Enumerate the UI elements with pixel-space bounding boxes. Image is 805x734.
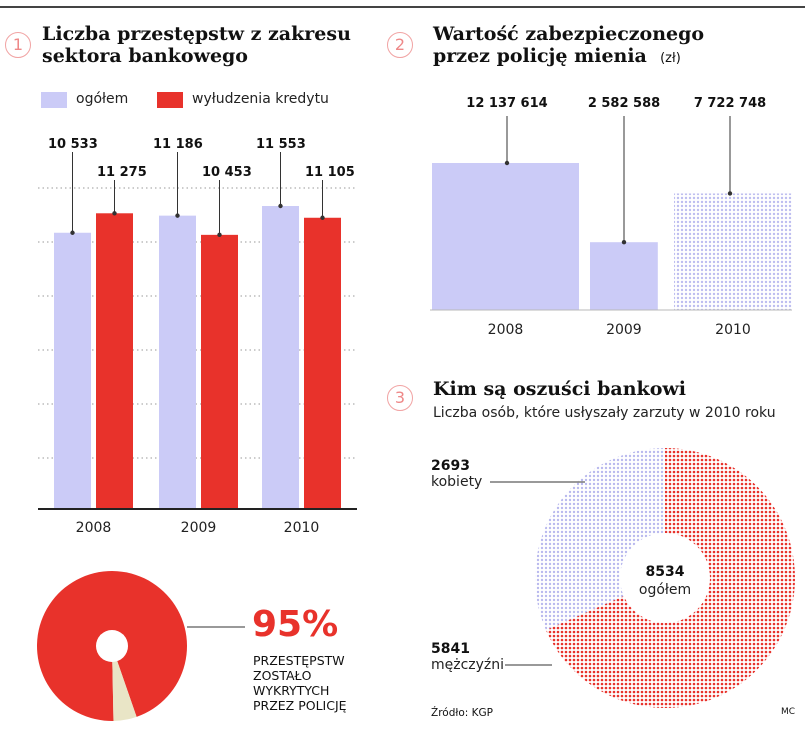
pie-label-kobiety-value: 2693 xyxy=(431,458,470,474)
detection-caption-line3: WYKRYTYCH xyxy=(253,683,330,698)
chart2-bar-2010 xyxy=(674,193,792,310)
chart4-slice-undetected xyxy=(112,646,137,721)
chart1-value-label: 11 186 xyxy=(153,137,203,152)
chart1-bar-2009-ogolem xyxy=(159,215,196,509)
chart2-bar-2009 xyxy=(590,242,658,310)
detection-caption: PRZESTĘPSTW ZOSTAŁO WYKRYTYCH PRZEZ POLI… xyxy=(253,653,347,713)
bar-chart-crimes: 10 533 11 275 2008 11 186 10 453 2009 11 553 11… xyxy=(38,137,357,536)
chart2-leader-dot xyxy=(621,239,627,245)
panel1-title-line2: sektora bankowego xyxy=(42,45,248,67)
chart2-value-label: 2 582 588 xyxy=(588,96,660,111)
pie-chart-offenders xyxy=(490,448,795,708)
pie-label-kobiety-name: kobiety xyxy=(431,474,483,490)
chart1-tick-label-2009: 2009 xyxy=(181,520,217,536)
chart1-value-label: 10 453 xyxy=(202,165,252,180)
chart1-leader-dot xyxy=(175,213,180,218)
chart2-leader-dot xyxy=(504,160,510,166)
detection-caption-line4: PRZEZ POLICJĘ xyxy=(253,698,347,713)
chart4-donut-hole xyxy=(96,630,128,662)
panel1-title-line1: Liczba przestępstw z zakresu xyxy=(42,23,351,45)
chart1-gridlines xyxy=(38,187,357,459)
top-rule xyxy=(0,6,805,8)
panel2-title-line1: Wartość zabezpieczonego xyxy=(433,23,705,45)
legend-label-wyludzenia: wyłudzenia kredytu xyxy=(192,91,329,107)
chart1-bar-2010-wyludzenia xyxy=(304,217,341,509)
chart2-value-label: 7 722 748 xyxy=(694,96,766,111)
panel2-number-badge: 2 xyxy=(387,32,413,58)
detection-caption-line1: PRZESTĘPSTW xyxy=(253,653,345,668)
chart1-tick-label-2008: 2008 xyxy=(76,520,112,536)
value-chart-property: 12 137 614 2008 2 582 588 2009 7 722 748 2010 xyxy=(430,96,792,338)
legend-label-ogolem: ogółem xyxy=(76,91,129,107)
chart1-leader-dot xyxy=(320,215,325,220)
chart1-value-label: 10 533 xyxy=(48,137,98,152)
chart1-leader-dot xyxy=(278,203,283,209)
pie-label-mezczyzni-value: 5841 xyxy=(431,641,470,657)
chart1-leader-dot xyxy=(70,230,75,235)
chart1-bar-2008-wyludzenia xyxy=(96,213,133,510)
detection-caption-line2: ZOSTAŁO xyxy=(253,668,312,683)
pie-total-value: 8534 xyxy=(645,564,685,580)
panel3-subtitle: Liczba osób, które usłyszały zarzuty w 2… xyxy=(433,405,776,421)
chart2-tick-label-2010: 2010 xyxy=(715,322,751,338)
pie-label-mezczyzni-name: mężczyźni xyxy=(431,657,505,673)
chart1-bar-2009-wyludzenia xyxy=(201,234,238,509)
pie-total-name: ogółem xyxy=(638,582,692,598)
chart2-bar-2008 xyxy=(432,163,579,310)
chart3-donut-hole xyxy=(620,533,710,623)
source-note: Źródło: KGP xyxy=(431,707,494,719)
credit-note: MC xyxy=(781,707,796,717)
panel2-title: Wartość zabezpieczonego przez policję mi… xyxy=(433,23,704,70)
chart1-leader-dot xyxy=(217,232,222,238)
chart1-leader-dot xyxy=(112,211,117,216)
chart2-leader-dot xyxy=(727,191,733,196)
chart1-value-label: 11 105 xyxy=(305,165,355,180)
chart1-bar-2008-ogolem xyxy=(54,232,91,509)
chart1-value-label: 11 275 xyxy=(97,165,147,180)
chart2-tick-label-2009: 2009 xyxy=(606,322,642,338)
legend-swatch-wyludzenia xyxy=(157,92,183,108)
panel3-title: Kim są oszuści bankowi xyxy=(433,378,686,400)
chart2-bars: 12 137 614 2008 2 582 588 2009 7 722 748 2010 xyxy=(432,96,792,338)
panel1-number-badge: 1 xyxy=(5,32,31,58)
panel2-title-line2: przez policję mienia xyxy=(433,45,647,67)
chart1-bars: 10 533 11 275 2008 11 186 10 453 2009 11 553 11… xyxy=(48,137,355,536)
chart2-tick-label-2008: 2008 xyxy=(488,322,524,338)
pie-chart-detection xyxy=(37,571,245,721)
panel1-title: Liczba przestępstw z zakresu sektora ban… xyxy=(42,23,351,67)
panel2-unit: (zł) xyxy=(660,51,681,66)
legend-swatch-ogolem xyxy=(41,92,67,108)
chart1-bar-2010-ogolem xyxy=(262,206,299,509)
panel3-number-badge: 3 xyxy=(387,385,413,411)
chart1-value-label: 11 553 xyxy=(256,137,306,152)
chart2-value-label: 12 137 614 xyxy=(466,96,547,111)
detection-percent: 95% xyxy=(252,604,339,645)
chart1-tick-label-2010: 2010 xyxy=(284,520,320,536)
